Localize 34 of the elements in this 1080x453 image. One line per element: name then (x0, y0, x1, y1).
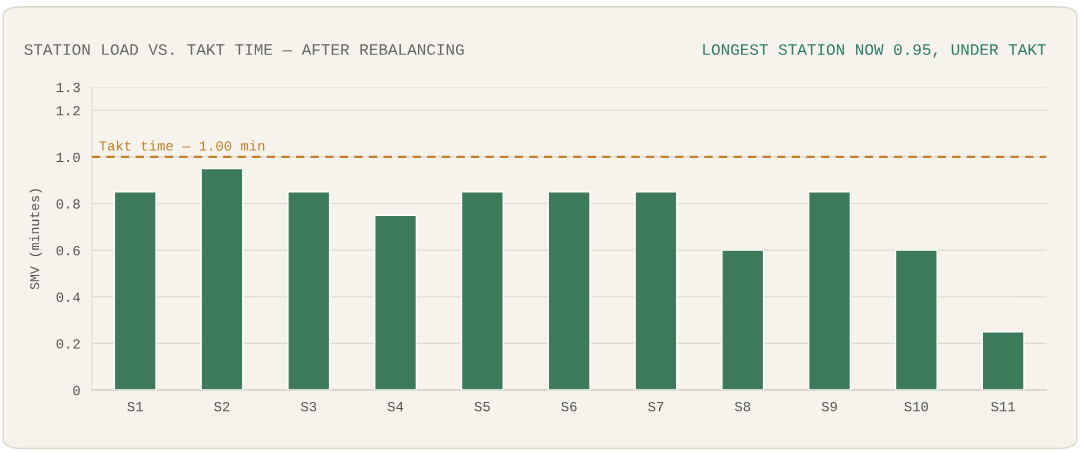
y-tick-label: 1.2 (56, 106, 80, 116)
y-axis-title: SMV (minutes) (29, 189, 42, 290)
chart-title: STATION LOAD VS. TAKT TIME — AFTER REBALANCING (24, 44, 464, 56)
x-tick-label: S4 (387, 401, 404, 412)
bar (200, 167, 244, 391)
bar (634, 191, 678, 391)
bar (547, 191, 591, 391)
chart-subtitle: LONGEST STATION NOW 0.95, UNDER TAKT (703, 44, 1046, 58)
y-tick-label: 0.8 (56, 199, 80, 209)
bar (721, 249, 765, 391)
y-tick-label: 0.6 (56, 245, 80, 256)
x-tick-label: S1 (127, 401, 143, 412)
y-tick-label: 0 (73, 385, 80, 396)
bar (113, 191, 157, 391)
bar (981, 331, 1025, 391)
ref-line-label: Takt time — 1.00 min (99, 140, 265, 151)
bar (460, 191, 504, 391)
x-tick-label: S3 (300, 401, 317, 412)
x-tick-label: S6 (561, 401, 577, 412)
y-tick-label: 0.4 (56, 292, 80, 302)
bar (808, 191, 852, 391)
y-tick-label: 1.0 (56, 152, 80, 163)
y-tick-label: 0.2 (56, 339, 80, 349)
x-tick-label: S10 (904, 401, 928, 412)
x-tick-label: S7 (648, 401, 664, 412)
y-tick-label: 1.3 (56, 82, 80, 93)
x-tick-label: S2 (214, 401, 230, 412)
bar (287, 191, 331, 391)
x-tick-label: S5 (474, 401, 490, 412)
x-tick-label: S11 (991, 401, 1015, 412)
x-tick-label: S9 (821, 401, 837, 412)
bar (374, 214, 418, 391)
x-tick-label: S8 (734, 401, 751, 412)
bar (894, 249, 938, 391)
